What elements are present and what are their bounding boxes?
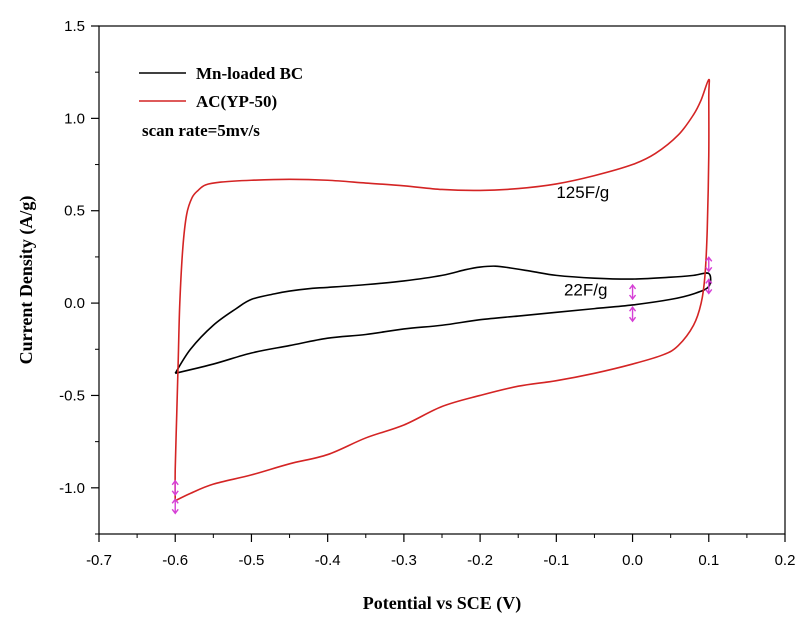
- error-marker: [628, 306, 637, 323]
- error-marker: [628, 283, 637, 301]
- curve-labels: 125F/g 22F/g: [556, 183, 609, 300]
- y-tick-label: 1.5: [64, 18, 85, 35]
- x-axis-title: Potential vs SCE (V): [363, 593, 522, 614]
- legend-label-ac-yp-50: AC(YP-50): [196, 92, 277, 111]
- series-line-ac-yp-50: [174, 78, 711, 502]
- error-marker: [705, 256, 713, 273]
- capacitance-label: 22F/g: [564, 281, 607, 300]
- error-marker: [171, 479, 179, 496]
- y-axis-title: Current Density (A/g): [16, 196, 37, 365]
- x-tick-label: 0.1: [698, 552, 719, 569]
- error-marker: [705, 278, 713, 295]
- axis-ticks: [91, 25, 786, 542]
- y-tick-label: -0.5: [59, 387, 85, 404]
- x-tick-label: -0.4: [315, 552, 341, 569]
- error-marker: [171, 498, 179, 515]
- x-tick-label: -0.3: [391, 552, 417, 569]
- y-tick-label: 0.5: [64, 203, 85, 220]
- x-tick-label: 0.2: [775, 552, 796, 569]
- series-line-mn-loaded-bc: [174, 265, 712, 375]
- x-tick-labels: -0.7 -0.6 -0.5 -0.4 -0.3 -0.2 -0.1 0.0 0.1 0.2: [86, 552, 795, 569]
- legend: Mn-loaded BC AC(YP-50) scan rate=5mv/s: [139, 64, 303, 140]
- markers: [171, 256, 713, 515]
- x-tick-label: -0.5: [239, 552, 265, 569]
- x-tick-label: 0.0: [622, 552, 643, 569]
- capacitance-label: 125F/g: [556, 183, 609, 202]
- y-tick-labels: -1.0 -0.5 0.0 0.5 1.0 1.5: [59, 18, 85, 497]
- scan-rate-annotation: scan rate=5mv/s: [142, 121, 260, 140]
- x-tick-label: -0.2: [467, 552, 493, 569]
- x-tick-label: -0.7: [86, 552, 112, 569]
- y-tick-label: -1.0: [59, 480, 85, 497]
- legend-label-mn-loaded-bc: Mn-loaded BC: [196, 64, 303, 83]
- series-lines: [174, 78, 712, 502]
- y-tick-label: 1.0: [64, 110, 85, 127]
- y-tick-label: 0.0: [64, 295, 85, 312]
- x-tick-label: -0.6: [162, 552, 188, 569]
- x-tick-label: -0.1: [543, 552, 569, 569]
